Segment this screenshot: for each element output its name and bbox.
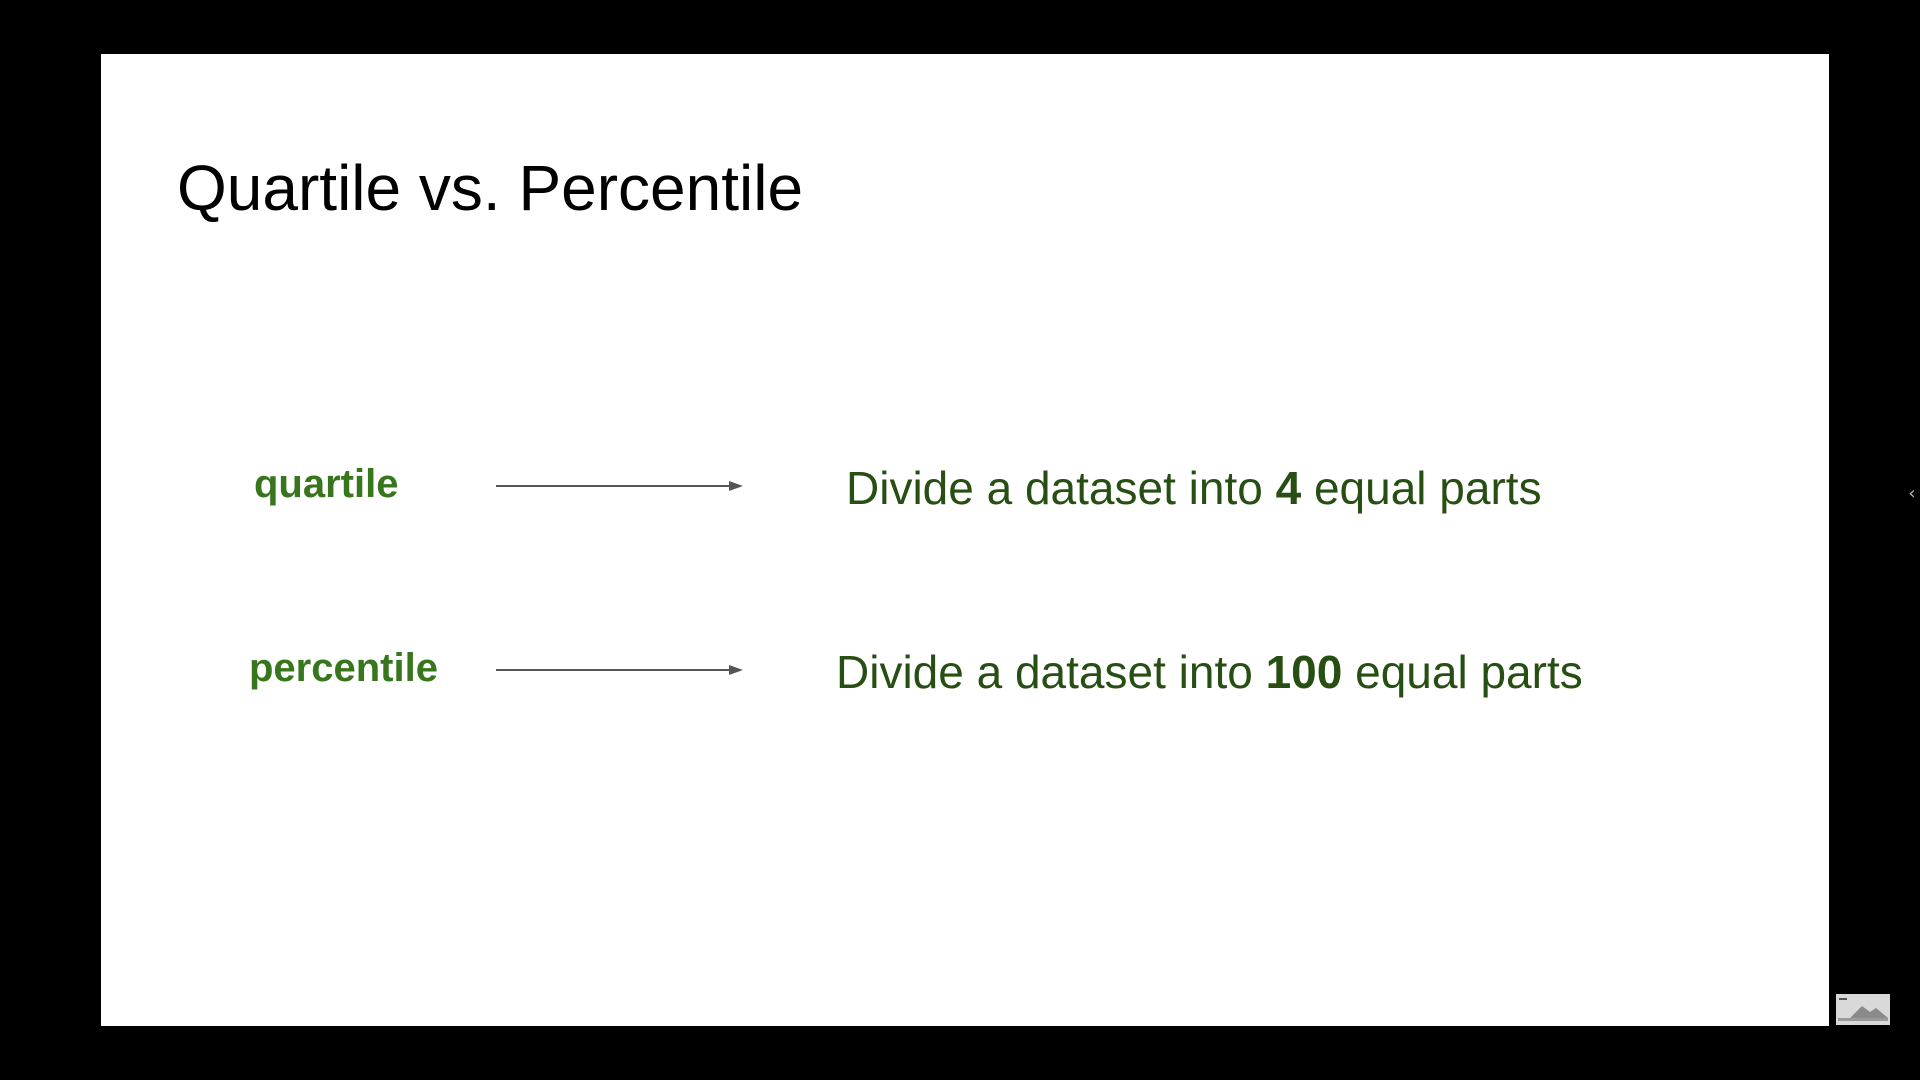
slide-title: Quartile vs. Percentile — [177, 152, 804, 224]
arrow-right-icon — [496, 481, 743, 491]
term-percentile: percentile — [249, 646, 438, 690]
slide: Quartile vs. Percentile quartile Divide … — [101, 54, 1829, 1026]
arrow-right-icon — [496, 665, 743, 675]
description-text: equal parts — [1301, 462, 1542, 514]
description-quartile: Divide a dataset into 4 equal parts — [846, 465, 1542, 511]
description-text: Divide a dataset into — [836, 646, 1266, 698]
description-number: 4 — [1275, 462, 1302, 514]
presenter-thumbnail[interactable] — [1836, 994, 1890, 1025]
thumbnail-image — [1836, 994, 1890, 1025]
description-percentile: Divide a dataset into 100 equal parts — [836, 649, 1583, 695]
description-number: 100 — [1265, 646, 1343, 698]
description-text: equal parts — [1342, 646, 1583, 698]
description-text: Divide a dataset into — [846, 462, 1276, 514]
chevron-left-icon[interactable]: ‹ — [1908, 483, 1916, 504]
term-quartile: quartile — [254, 462, 399, 506]
